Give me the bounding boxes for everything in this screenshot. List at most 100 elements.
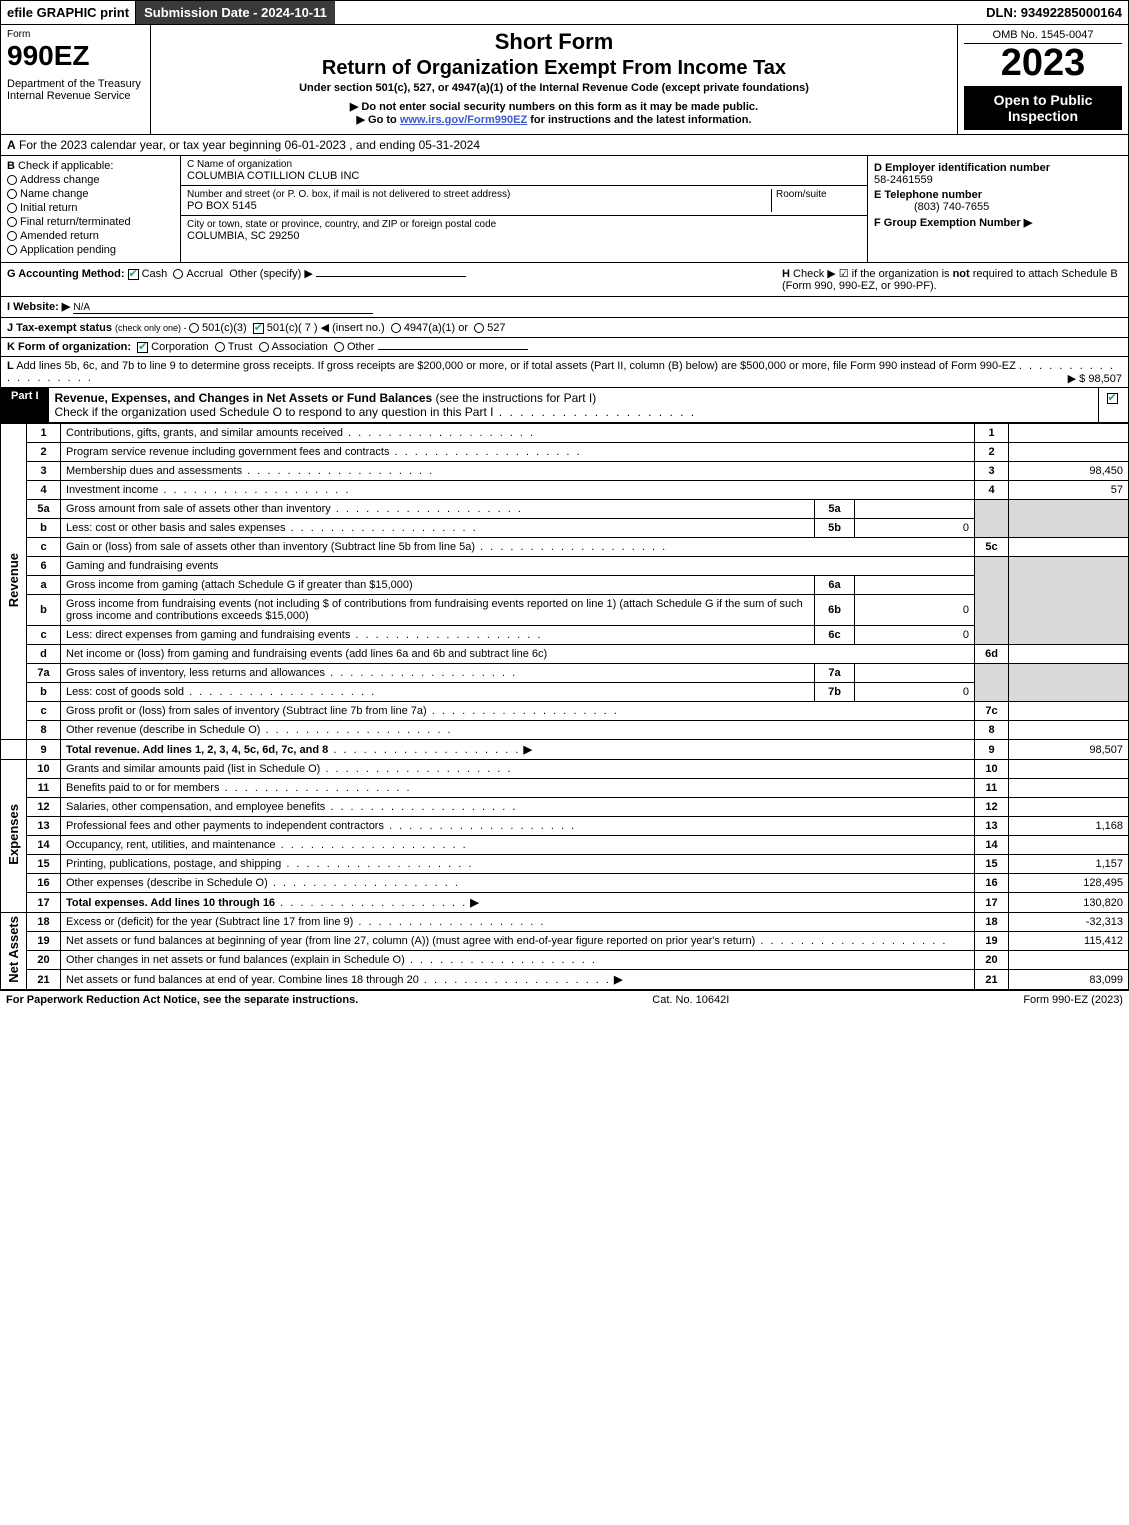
h-check: H Check ▶ ☑ if the organization is not r…	[782, 267, 1122, 292]
open-public: Open to Public Inspection	[964, 86, 1122, 130]
dept-label: Department of the Treasury	[7, 78, 144, 90]
topbar-spacer	[335, 1, 980, 24]
efile-label[interactable]: efile GRAPHIC print	[1, 1, 136, 24]
other-org-line	[378, 349, 528, 350]
line-7c: cGross profit or (loss) from sales of in…	[1, 702, 1129, 721]
line-6: 6Gaming and fundraising events	[1, 557, 1129, 576]
line-17: 17Total expenses. Add lines 10 through 1…	[1, 893, 1129, 913]
c-name: COLUMBIA COTILLION CLUB INC	[187, 170, 861, 182]
part-i-title: Revenue, Expenses, and Changes in Net As…	[49, 388, 1098, 422]
line-3: 3Membership dues and assessments398,450	[1, 462, 1129, 481]
chk-cash[interactable]	[128, 269, 139, 280]
section-j: J Tax-exempt status (check only one) - 5…	[0, 318, 1129, 338]
line-5a: 5aGross amount from sale of assets other…	[1, 500, 1129, 519]
line-8: 8Other revenue (describe in Schedule O)8	[1, 721, 1129, 740]
section-l: L Add lines 5b, 6c, and 7b to line 9 to …	[0, 357, 1129, 388]
chk-501c[interactable]	[253, 323, 264, 334]
header-left: Form 990EZ Department of the Treasury In…	[1, 25, 151, 134]
cell-address: Number and street (or P. O. box, if mail…	[181, 186, 867, 216]
line-6d: dNet income or (loss) from gaming and fu…	[1, 645, 1129, 664]
form-label: Form	[7, 29, 144, 40]
footer-form: Form 990-EZ (2023)	[1023, 994, 1123, 1006]
header-row: Form 990EZ Department of the Treasury In…	[0, 25, 1129, 135]
irs-link[interactable]: www.irs.gov/Form990EZ	[400, 114, 527, 126]
part-i-checkbox-cell	[1098, 388, 1128, 422]
irs-label: Internal Revenue Service	[7, 90, 144, 102]
chk-name-change[interactable]: Name change	[7, 188, 174, 200]
b-title: Check if applicable:	[18, 160, 113, 172]
chk-address-change[interactable]: Address change	[7, 174, 174, 186]
chk-final-return[interactable]: Final return/terminated	[7, 216, 174, 228]
line-6c: cLess: direct expenses from gaming and f…	[1, 626, 1129, 645]
line-2: 2Program service revenue including gover…	[1, 443, 1129, 462]
line-6a: aGross income from gaming (attach Schedu…	[1, 576, 1129, 595]
chk-schedule-o[interactable]	[1107, 393, 1118, 404]
grid-b-to-f: B Check if applicable: Address change Na…	[0, 156, 1129, 263]
footer-cat: Cat. No. 10642I	[652, 994, 729, 1006]
b-label: B	[7, 160, 15, 172]
a-text: For the 2023 calendar year, or tax year …	[19, 138, 480, 152]
lines-table: Revenue 1Contributions, gifts, grants, a…	[0, 423, 1129, 990]
line-5c: cGain or (loss) from sale of assets othe…	[1, 538, 1129, 557]
netassets-label: Net Assets	[6, 916, 21, 983]
header-right: OMB No. 1545-0047 2023 Open to Public In…	[958, 25, 1128, 134]
expenses-label: Expenses	[6, 804, 21, 865]
header-center: Short Form Return of Organization Exempt…	[151, 25, 958, 134]
top-bar: efile GRAPHIC print Submission Date - 20…	[0, 0, 1129, 25]
chk-assoc[interactable]	[259, 342, 269, 352]
website-value: N/A	[73, 302, 373, 314]
c-room-label: Room/suite	[771, 189, 861, 212]
cell-city: City or town, state or province, country…	[181, 216, 867, 245]
c-name-label: C Name of organization	[187, 159, 861, 170]
chk-amended-return[interactable]: Amended return	[7, 230, 174, 242]
line-7a: 7aGross sales of inventory, less returns…	[1, 664, 1129, 683]
line-21: 21Net assets or fund balances at end of …	[1, 970, 1129, 990]
line-10: Expenses 10Grants and similar amounts pa…	[1, 760, 1129, 779]
line-20: 20Other changes in net assets or fund ba…	[1, 951, 1129, 970]
line-19: 19Net assets or fund balances at beginni…	[1, 932, 1129, 951]
chk-trust[interactable]	[215, 342, 225, 352]
tax-year: 2023	[964, 44, 1122, 82]
line-16: 16Other expenses (describe in Schedule O…	[1, 874, 1129, 893]
chk-app-pending[interactable]: Application pending	[7, 244, 174, 256]
l-amount: ▶ $ 98,507	[1068, 372, 1122, 385]
part-i-label: Part I	[1, 388, 49, 422]
chk-accrual[interactable]	[173, 269, 183, 279]
f-group: F Group Exemption Number ▶	[874, 216, 1122, 229]
line-14: 14Occupancy, rent, utilities, and mainte…	[1, 836, 1129, 855]
part-i-header: Part I Revenue, Expenses, and Changes in…	[0, 388, 1129, 423]
under-section: Under section 501(c), 527, or 4947(a)(1)…	[157, 82, 951, 94]
line-5b: bLess: cost or other basis and sales exp…	[1, 519, 1129, 538]
goto-link-line: ▶ Go to www.irs.gov/Form990EZ for instru…	[157, 113, 951, 126]
chk-corp[interactable]	[137, 342, 148, 353]
line-9: 9Total revenue. Add lines 1, 2, 3, 4, 5c…	[1, 740, 1129, 760]
line-11: 11Benefits paid to or for members11	[1, 779, 1129, 798]
e-tel: E Telephone number(803) 740-7655	[874, 189, 1122, 213]
g-accounting: G Accounting Method: Cash Accrual Other …	[7, 267, 752, 292]
c-city: COLUMBIA, SC 29250	[187, 230, 861, 242]
line-15: 15Printing, publications, postage, and s…	[1, 855, 1129, 874]
chk-527[interactable]	[474, 323, 484, 333]
d-ein: D Employer identification number58-24615…	[874, 162, 1122, 186]
revenue-label: Revenue	[6, 553, 21, 607]
short-form-title: Short Form	[157, 29, 951, 55]
chk-4947[interactable]	[391, 323, 401, 333]
footer: For Paperwork Reduction Act Notice, see …	[0, 990, 1129, 1009]
section-k: K Form of organization: Corporation Trus…	[0, 338, 1129, 357]
goto-prefix: ▶ Go to	[357, 114, 400, 126]
col-b: B Check if applicable: Address change Na…	[1, 156, 181, 262]
other-specify-line	[316, 276, 466, 277]
line-7b: bLess: cost of goods sold7b0	[1, 683, 1129, 702]
row-a: A For the 2023 calendar year, or tax yea…	[0, 135, 1129, 156]
line-18: Net Assets 18Excess or (deficit) for the…	[1, 913, 1129, 932]
chk-initial-return[interactable]: Initial return	[7, 202, 174, 214]
a-label: A	[7, 138, 16, 152]
goto-suffix: for instructions and the latest informat…	[527, 114, 751, 126]
line-1: Revenue 1Contributions, gifts, grants, a…	[1, 424, 1129, 443]
chk-501c3[interactable]	[189, 323, 199, 333]
c-addr: PO BOX 5145	[187, 200, 771, 212]
ssn-warning: ▶ Do not enter social security numbers o…	[157, 100, 951, 113]
return-title: Return of Organization Exempt From Incom…	[157, 57, 951, 80]
line-4: 4Investment income457	[1, 481, 1129, 500]
chk-other[interactable]	[334, 342, 344, 352]
